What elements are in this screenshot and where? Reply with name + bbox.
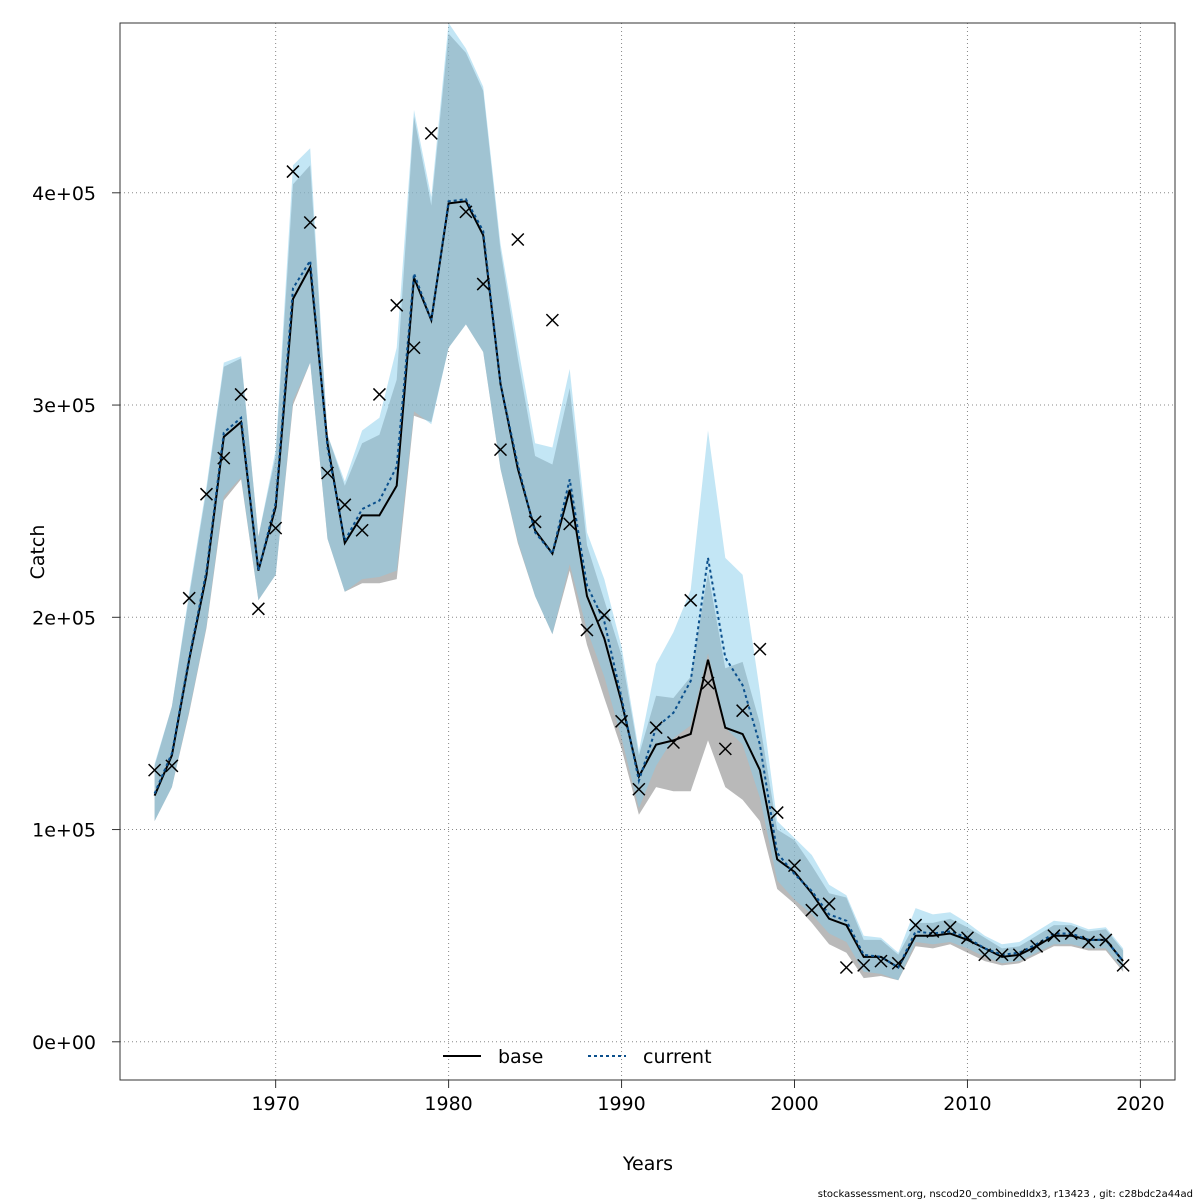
x-tick-label: 1970 xyxy=(251,1093,299,1115)
observed-catch-point xyxy=(217,451,231,465)
x-tick-label: 1980 xyxy=(424,1093,472,1115)
observed-catch-point xyxy=(251,602,265,616)
observed-catch-point xyxy=(753,642,767,656)
observed-catch-point xyxy=(839,960,853,975)
observed-catch-point xyxy=(303,215,317,230)
observed-catch-point xyxy=(1064,927,1078,941)
observed-catch-point xyxy=(1099,933,1113,947)
legend-label-base: base xyxy=(498,1046,543,1068)
observed-catch-point xyxy=(805,903,819,917)
grid-lines xyxy=(120,23,1175,1080)
observed-catch-point xyxy=(165,759,179,773)
observed-catch-point xyxy=(424,126,438,140)
observed-catch-point xyxy=(338,498,352,512)
observed-catch-point xyxy=(1116,958,1130,972)
current-confidence-band xyxy=(154,23,1124,981)
observed-catch-point xyxy=(978,948,992,962)
observed-catch-point xyxy=(891,956,905,970)
x-axis-title: Years xyxy=(622,1153,673,1175)
y-tick-label: 3e+05 xyxy=(32,395,96,417)
observed-catch-point xyxy=(649,721,663,735)
y-tick-label: 2e+05 xyxy=(32,607,96,629)
observed-catch-point xyxy=(234,387,248,401)
x-axis: 1970 1980 1990 2000 2010 2020 xyxy=(251,1080,1165,1115)
observed-catch-point xyxy=(269,521,283,535)
observed-catch-point xyxy=(390,298,404,312)
observed-catch-point xyxy=(909,918,923,932)
observed-catch-point xyxy=(701,676,715,690)
estimate-lines xyxy=(153,198,1124,969)
observed-catch-point xyxy=(736,704,750,718)
observed-catch-point xyxy=(199,487,214,501)
y-axis: 0e+00 1e+05 2e+05 3e+05 4e+05 xyxy=(32,183,120,1054)
legend-label-current: current xyxy=(643,1046,712,1068)
observed-catch-point xyxy=(770,806,784,820)
observed-catch-point xyxy=(148,763,162,777)
observed-catch-markers xyxy=(148,126,1130,975)
footer-note: stockassessment.org, nscod20_combinedIdx… xyxy=(818,1189,1193,1200)
observed-catch-point xyxy=(1081,935,1096,949)
observed-catch-point xyxy=(286,165,300,179)
observed-catch-point xyxy=(493,443,508,457)
observed-catch-point xyxy=(666,735,680,750)
observed-catch-point xyxy=(874,954,888,968)
observed-catch-point xyxy=(355,523,369,537)
y-axis-title: Catch xyxy=(27,525,49,580)
observed-catch-point xyxy=(476,277,490,291)
observed-catch-point xyxy=(943,920,957,934)
observed-catch-point xyxy=(580,623,594,637)
observed-catch-point xyxy=(995,948,1009,962)
observed-catch-point xyxy=(684,593,698,607)
observed-catch-point xyxy=(857,958,871,972)
observed-catch-point xyxy=(1030,939,1044,953)
observed-catch-point xyxy=(822,897,836,911)
observed-catch-point xyxy=(597,608,611,622)
y-tick-label: 4e+05 xyxy=(32,183,96,205)
y-tick-label: 1e+05 xyxy=(32,820,96,842)
observed-catch-point xyxy=(407,341,421,355)
observed-catch-point xyxy=(1012,948,1026,962)
observed-catch-point xyxy=(615,714,629,728)
current-line xyxy=(153,198,1124,969)
observed-catch-point xyxy=(960,931,974,945)
legend: base current xyxy=(443,1046,712,1068)
observed-catch-point xyxy=(528,515,542,529)
observed-catch-point xyxy=(372,387,386,401)
observed-catch-point xyxy=(182,591,196,605)
plot-frame xyxy=(119,22,1176,1081)
observed-catch-point xyxy=(563,517,577,531)
y-tick-label: 0e+00 xyxy=(32,1032,96,1054)
observed-catch-point xyxy=(926,924,940,938)
observed-catch-point xyxy=(459,205,473,219)
x-tick-label: 2010 xyxy=(943,1093,991,1115)
observed-catch-point xyxy=(718,742,732,756)
observed-catch-point xyxy=(545,313,559,327)
observed-catch-point xyxy=(511,232,525,247)
observed-catch-point xyxy=(632,782,646,796)
confidence-bands xyxy=(154,23,1124,981)
observed-catch-point xyxy=(321,466,335,480)
observed-catch-point xyxy=(1047,929,1061,943)
x-tick-label: 2020 xyxy=(1116,1093,1164,1115)
x-tick-label: 2000 xyxy=(770,1093,818,1115)
observed-catch-point xyxy=(787,859,802,873)
x-tick-label: 1990 xyxy=(597,1093,645,1115)
